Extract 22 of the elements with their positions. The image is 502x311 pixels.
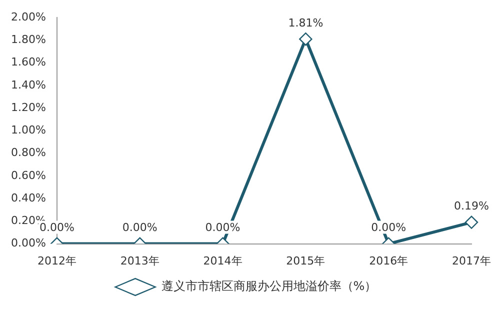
y-tick-label: 1.40% [10, 78, 46, 92]
y-tick-label: 1.20% [10, 100, 46, 114]
data-label: 0.00% [371, 221, 406, 234]
y-tick-label: 0.80% [10, 146, 46, 160]
y-tick-label: 0.00% [10, 236, 46, 250]
x-tick-label: 2015年 [286, 254, 326, 268]
y-tick-label: 2.00% [10, 10, 46, 24]
data-label: 1.81% [288, 16, 324, 30]
data-label: 0.00% [205, 221, 240, 234]
y-tick-label: 1.00% [10, 124, 46, 137]
y-tick-label: 1.80% [10, 33, 46, 46]
data-label: 0.19% [454, 200, 489, 213]
x-tick-label: 2014年 [203, 254, 242, 268]
y-tick-label: 0.60% [10, 168, 46, 182]
x-tick-label: 2013年 [120, 254, 160, 268]
x-tick-label: 2016年 [369, 254, 408, 268]
legend-label: 遵义市市辖区商服办公用地溢价率（%） [161, 279, 377, 294]
x-tick-label: 2017年 [452, 254, 492, 268]
y-tick-label: 1.60% [10, 56, 46, 69]
y-tick-label: 0.40% [10, 191, 46, 204]
data-label: 0.00% [122, 221, 158, 234]
x-tick-label: 2012年 [37, 254, 76, 268]
